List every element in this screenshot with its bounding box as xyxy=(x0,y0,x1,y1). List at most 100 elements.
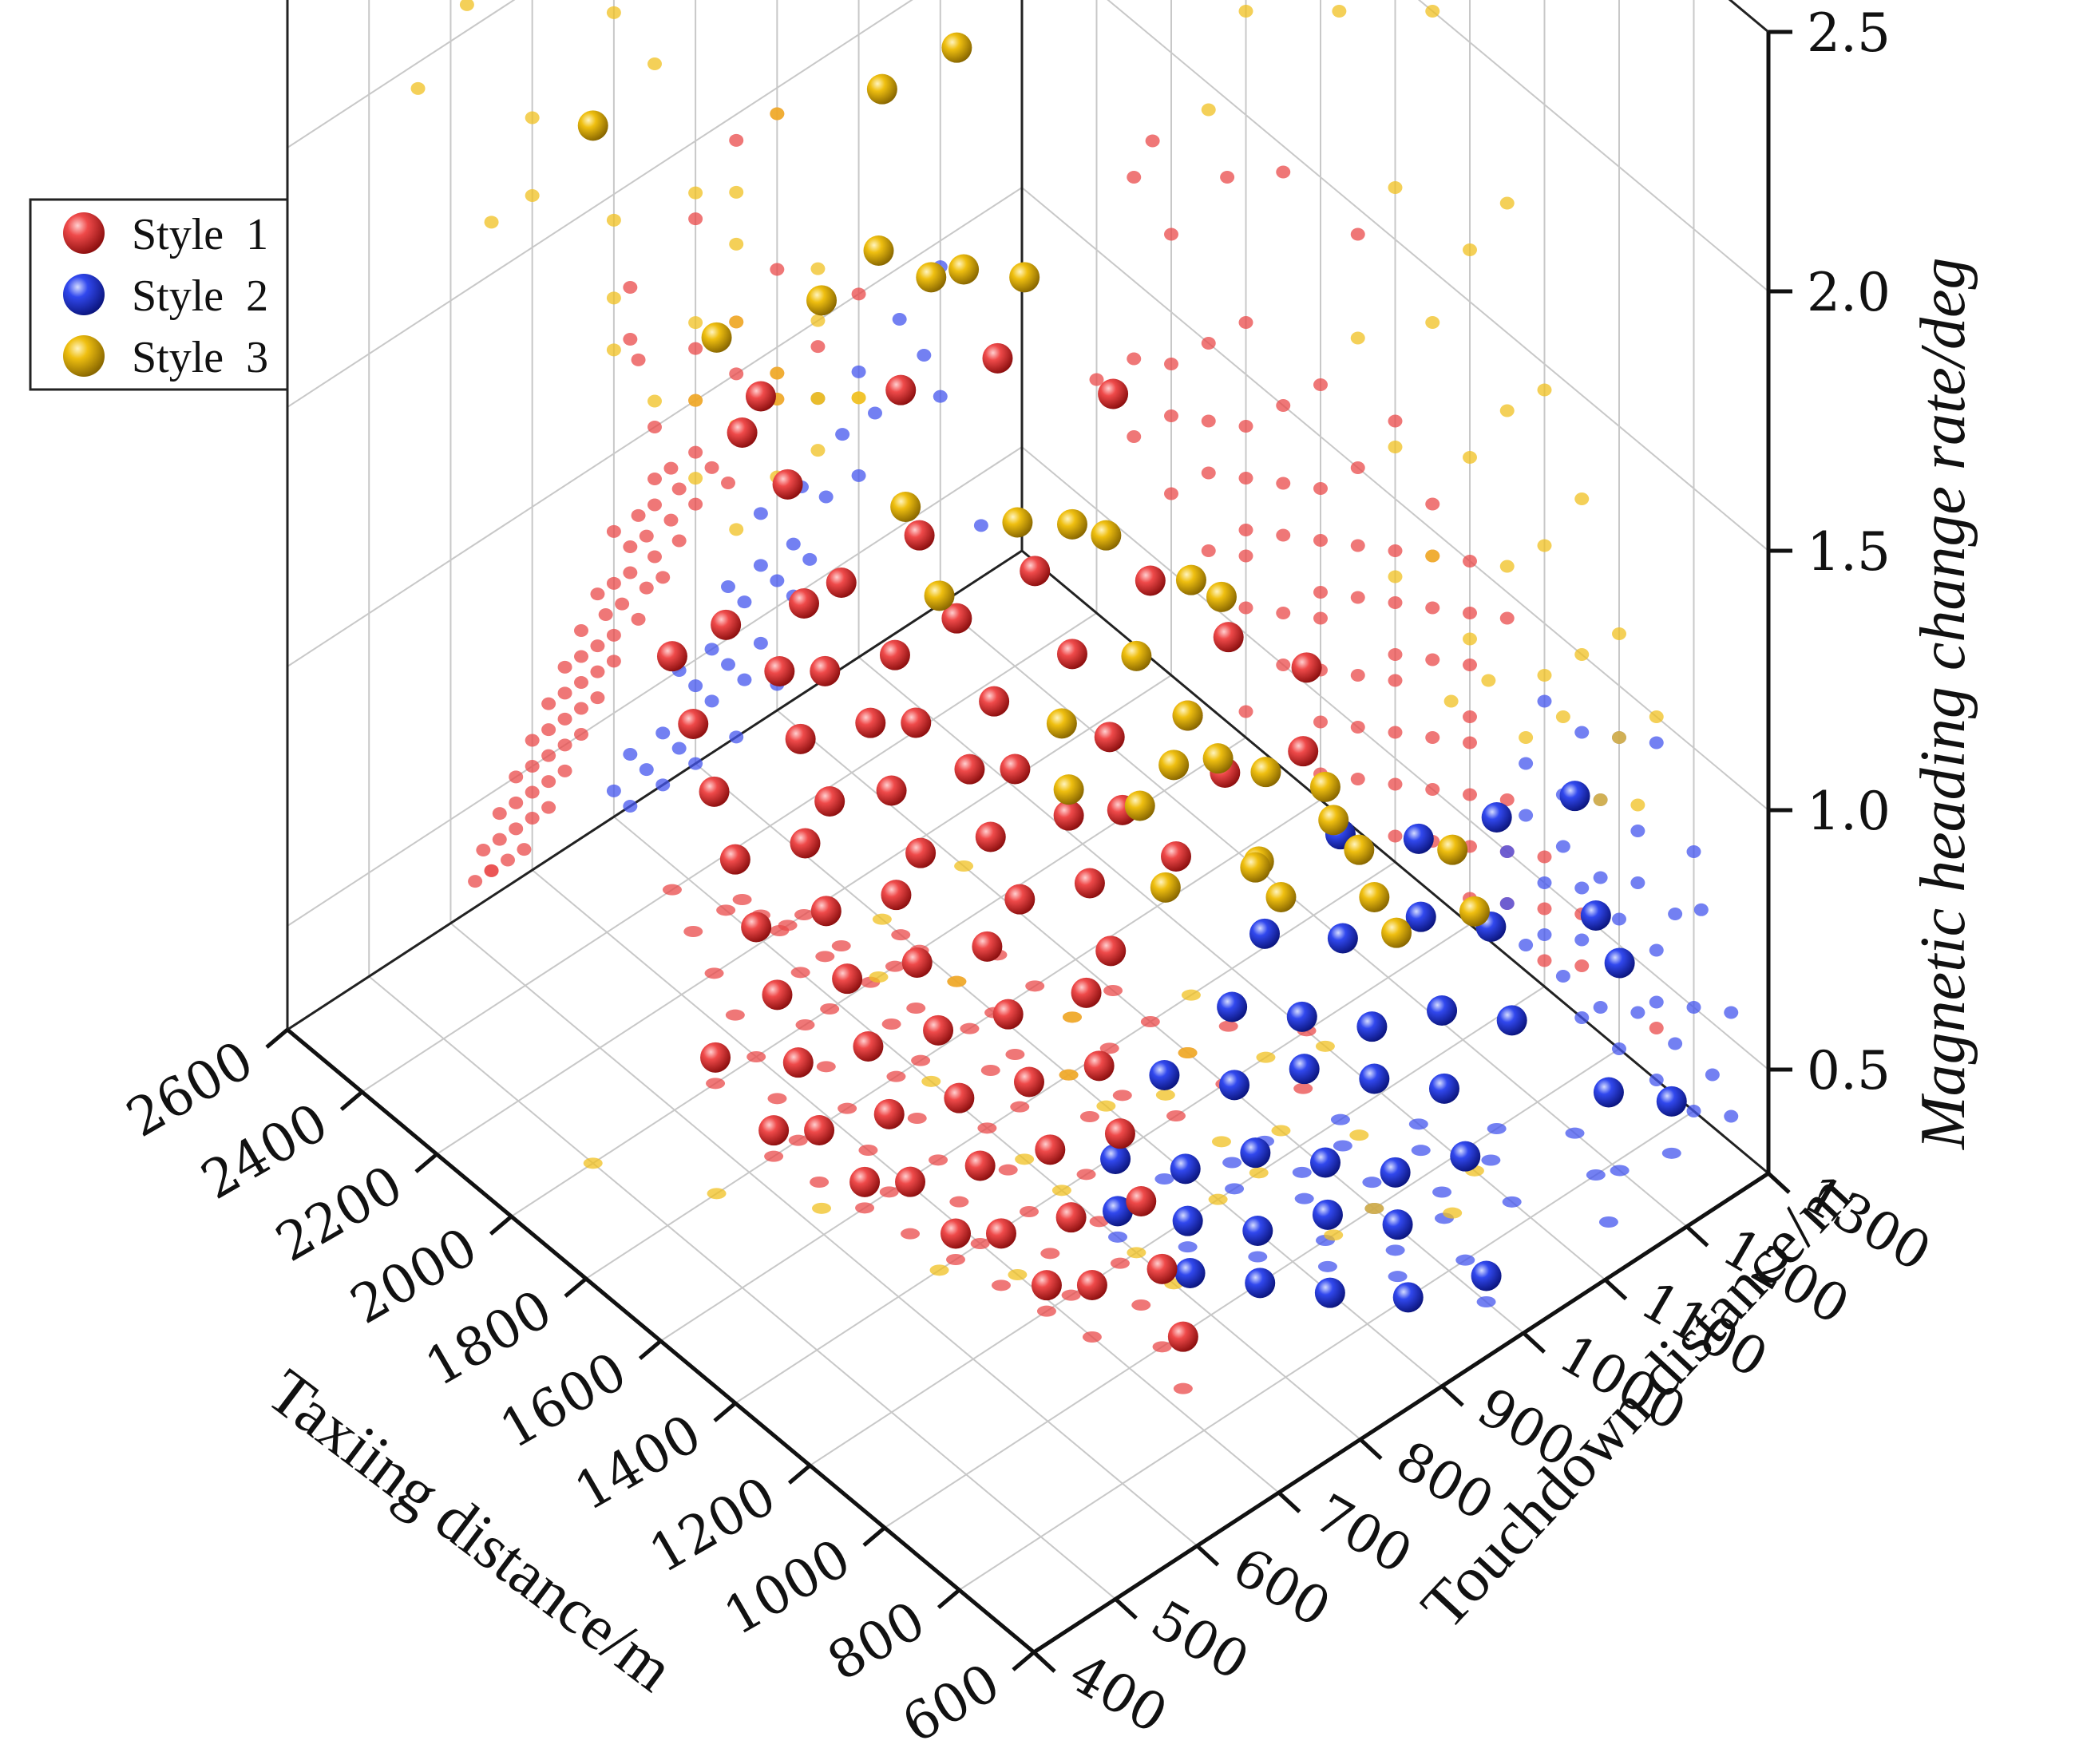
side-wall-projection-dot xyxy=(810,444,826,457)
floor-projection-dot xyxy=(980,1065,1000,1076)
side-wall-projection-dot xyxy=(509,796,524,809)
floor-projection-dot xyxy=(949,1196,969,1208)
back-wall-projection-dot xyxy=(1499,560,1515,573)
side-wall-projection-dot xyxy=(671,482,687,496)
floor-projection-dot xyxy=(1248,1251,1268,1263)
data-point-sphere xyxy=(1074,868,1105,899)
side-wall-projection-dot xyxy=(606,343,621,357)
floor-projection-dot xyxy=(1294,1192,1314,1204)
data-point-sphere xyxy=(855,707,886,738)
side-wall-projection-dot xyxy=(525,812,540,825)
side-wall-projection-dot xyxy=(688,342,703,355)
floor-projection-dot xyxy=(1096,1100,1116,1112)
x-axis-tick xyxy=(414,1153,438,1173)
back-wall-projection-dot xyxy=(1238,472,1253,485)
data-point-sphere xyxy=(1098,378,1129,409)
side-wall-projection-dot xyxy=(729,730,744,744)
floor-projection-dot xyxy=(991,1279,1011,1291)
back-wall-projection-dot xyxy=(1276,477,1291,490)
floor-projection-dot xyxy=(1411,1145,1431,1157)
floor-projection-dot xyxy=(1315,1040,1335,1052)
side-wall-projection-dot xyxy=(810,392,826,405)
z-axis-tick-label: 1.5 xyxy=(1807,521,1891,583)
floor-projection-dot xyxy=(929,1264,949,1276)
side-wall-gridline-z xyxy=(287,0,516,148)
side-wall-projection-dot xyxy=(851,287,866,301)
floor-projection-dot xyxy=(816,1061,836,1073)
side-wall-projection-dot xyxy=(770,107,785,121)
side-wall-projection-dot xyxy=(688,679,703,693)
floor-projection-dot xyxy=(1051,1185,1071,1196)
data-point-sphere xyxy=(895,1166,926,1197)
side-wall-projection-dot xyxy=(639,581,654,595)
back-wall-projection-dot xyxy=(1238,420,1253,433)
data-point-sphere xyxy=(1202,743,1234,774)
back-wall-projection-dot xyxy=(1238,524,1253,536)
floor-projection-dot xyxy=(1036,1305,1056,1317)
legend-marker-style-1 xyxy=(63,212,105,254)
side-wall-projection-dot xyxy=(606,576,621,590)
data-point-sphere xyxy=(1014,1066,1044,1098)
back-wall-projection-dot xyxy=(1463,736,1477,750)
back-wall-projection-dot xyxy=(1537,876,1552,889)
back-wall-gridline-z xyxy=(1021,446,1769,1070)
side-wall-projection-dot xyxy=(501,853,515,867)
back-wall-projection-dot xyxy=(1388,414,1403,428)
floor-projection-dot xyxy=(881,1018,901,1030)
data-point-sphere xyxy=(577,110,608,141)
data-point-sphere xyxy=(1219,1070,1250,1101)
data-point-sphere xyxy=(741,912,772,943)
back-wall-projection-dot xyxy=(1649,1074,1664,1086)
back-wall-projection-dot xyxy=(1499,897,1515,910)
data-point-sphere xyxy=(975,821,1006,852)
x-axis-tick xyxy=(713,1402,737,1422)
data-point-sphere xyxy=(1095,935,1127,967)
data-point-sphere xyxy=(700,1042,731,1073)
side-wall-projection-dot xyxy=(786,537,801,551)
back-wall-projection-dot xyxy=(1313,586,1328,599)
back-wall-projection-dot xyxy=(1238,705,1253,718)
floor-projection-dot xyxy=(1208,1193,1228,1205)
back-wall-projection-dot xyxy=(1574,933,1590,947)
side-wall-projection-dot xyxy=(688,186,703,200)
floor-projection-dot xyxy=(1218,1020,1238,1032)
back-wall-projection-dot xyxy=(1164,409,1178,422)
floor-projection-dot xyxy=(1324,1229,1344,1241)
side-wall-projection-dot xyxy=(688,316,703,330)
back-wall-projection-dot xyxy=(1201,414,1216,428)
back-wall-projection-dot xyxy=(1649,995,1664,1009)
back-wall-projection-dot xyxy=(1145,134,1160,148)
back-wall-projection-dot xyxy=(1537,850,1552,864)
y-axis-tick xyxy=(1767,1172,1791,1194)
side-wall-projection-dot xyxy=(655,726,671,740)
data-point-sphere xyxy=(1213,622,1244,653)
back-wall-projection-dot xyxy=(1537,383,1552,397)
back-wall-projection-dot xyxy=(1705,1068,1720,1082)
side-wall-projection-dot xyxy=(517,843,532,856)
back-wall-projection-dot xyxy=(1537,694,1552,708)
floor-projection-dot xyxy=(770,925,790,936)
data-point-sphere xyxy=(1104,1118,1135,1149)
back-wall-projection-dot xyxy=(1313,378,1328,391)
data-point-sphere xyxy=(701,322,732,353)
floor-projection-dot xyxy=(1249,1167,1269,1179)
back-wall-projection-dot xyxy=(1574,648,1590,661)
data-point-sphere xyxy=(790,828,821,859)
side-wall-projection-dot xyxy=(647,421,662,433)
back-wall-projection-dot xyxy=(1388,441,1403,453)
floor-projection-dot xyxy=(1154,1173,1174,1185)
side-wall-projection-dot xyxy=(663,513,679,527)
floor-projection-dot xyxy=(1155,1089,1175,1101)
data-point-sphere xyxy=(1245,1268,1276,1299)
data-point-sphere xyxy=(1359,882,1390,912)
data-point-sphere xyxy=(1427,995,1458,1026)
data-point-sphere xyxy=(1217,991,1248,1022)
data-point-sphere xyxy=(758,1115,790,1146)
side-wall-projection-dot xyxy=(737,595,752,609)
back-wall-projection-dot xyxy=(1649,1022,1664,1034)
data-point-sphere xyxy=(1046,708,1077,739)
legend: Style 1 Style 2 Style 3 xyxy=(29,198,289,391)
floor-projection-dot xyxy=(1292,1166,1312,1178)
floor-projection-dot xyxy=(790,967,810,979)
data-point-sphere xyxy=(1020,556,1051,587)
